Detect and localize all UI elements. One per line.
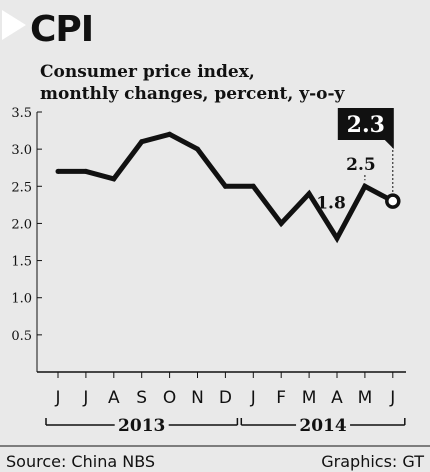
value-guides <box>364 146 394 194</box>
data-point <box>195 146 200 152</box>
x-tick-label: D <box>219 388 232 408</box>
data-point <box>222 183 228 189</box>
data-point <box>55 168 61 174</box>
credit-text: Graphics: GT <box>321 452 424 471</box>
x-tick-label: J <box>250 388 256 408</box>
x-tick-label: O <box>163 388 176 408</box>
chart-subtitle-line1: Consumer price index, <box>40 62 255 82</box>
data-label: 1.8 <box>316 193 346 213</box>
data-point <box>167 131 173 137</box>
last-point-marker <box>385 193 401 209</box>
x-tick-label: A <box>331 388 343 408</box>
data-point <box>334 235 340 241</box>
y-tick-label: 3.5 <box>11 106 32 121</box>
callout-box <box>337 108 394 140</box>
data-point <box>83 168 89 174</box>
x-tick-label: A <box>108 388 120 408</box>
y-tick-label: 3.0 <box>11 143 32 158</box>
x-tick-label: J <box>82 388 88 408</box>
y-tick-label: 1.5 <box>11 255 32 270</box>
data-point <box>111 176 117 182</box>
data-point <box>306 191 312 197</box>
x-tick-label: J <box>389 388 395 408</box>
year-brackets: 2013 2014 <box>45 416 406 436</box>
x-tick-label: J <box>54 388 60 408</box>
data-point <box>278 220 284 226</box>
data-labels: 1.82.5 2.3 <box>316 108 394 213</box>
x-tick-label: N <box>191 388 204 408</box>
y-axis-ticks: 0.5 1.0 1.5 2.0 2.5 3.0 3.5 <box>11 106 42 344</box>
x-tick-label: S <box>136 388 147 408</box>
y-tick-label: 1.0 <box>11 292 32 307</box>
data-label: 2.5 <box>346 155 376 175</box>
source-text: Source: China NBS <box>6 452 155 471</box>
x-tick-label: F <box>276 388 286 408</box>
data-point <box>362 183 368 189</box>
year-label: 2013 <box>118 416 165 436</box>
title-triangle-icon <box>2 10 26 40</box>
chart-title: CPI <box>30 9 93 50</box>
series-markers <box>55 131 401 241</box>
year-label: 2014 <box>299 416 346 436</box>
callout-label: 2.3 <box>347 112 385 138</box>
data-point <box>139 139 145 145</box>
x-tick-label: M <box>302 388 317 408</box>
x-tick-label: M <box>358 388 373 408</box>
y-tick-label: 2.5 <box>11 180 32 195</box>
chart-subtitle-line2: monthly changes, percent, y-o-y <box>40 84 346 104</box>
data-point <box>250 183 256 189</box>
y-tick-label: 0.5 <box>11 329 32 344</box>
callout-pointer <box>384 140 394 149</box>
y-tick-label: 2.0 <box>11 217 32 232</box>
